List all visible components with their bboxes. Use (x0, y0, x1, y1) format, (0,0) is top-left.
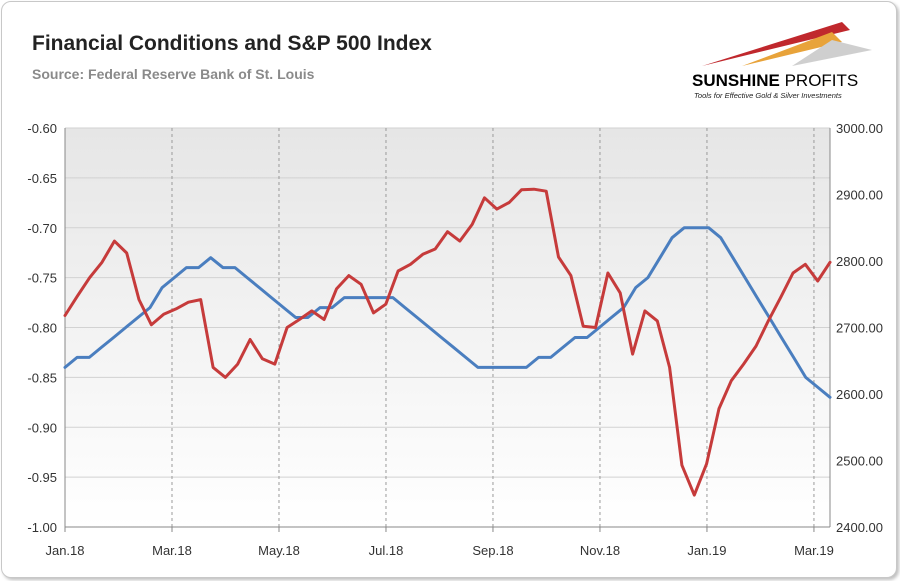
x-axis-tick-label: Nov.18 (580, 543, 620, 558)
left-axis-tick-label: -0.85 (27, 370, 57, 385)
left-axis-tick-label: -0.65 (27, 171, 57, 186)
logo-name-bold: SUNSHINE (692, 71, 780, 90)
chart-title: Financial Conditions and S&P 500 Index (32, 32, 432, 55)
left-axis-tick-label: -0.95 (27, 470, 57, 485)
logo-name-rest: PROFITS (779, 71, 859, 90)
left-axis-tick-label: -1.00 (27, 520, 57, 535)
left-axis-tick-label: -0.75 (27, 271, 57, 286)
x-axis-tick-label: Jan.19 (687, 543, 726, 558)
right-axis-tick-label: 2900.00 (836, 188, 883, 203)
x-axis-tick-label: Mar.18 (152, 543, 192, 558)
left-axis-tick-label: -0.90 (27, 420, 57, 435)
x-axis-tick-label: Jan.18 (45, 543, 84, 558)
series-line-financial-conditions (63, 226, 832, 399)
right-axis-tick-label: 2400.00 (836, 520, 883, 535)
right-axis-tick-label: 3000.00 (836, 121, 883, 136)
right-axis-tick-label: 2600.00 (836, 387, 883, 402)
x-axis-tick-label: Mar.19 (794, 543, 834, 558)
x-axis-tick-label: May.18 (258, 543, 300, 558)
sunburst-icon (702, 22, 872, 66)
x-axis-tick-label: Jul.18 (369, 543, 404, 558)
x-axis-tick-label: Sep.18 (472, 543, 513, 558)
logo-tagline: Tools for Effective Gold & Silver Invest… (694, 91, 842, 100)
chart-subtitle: Source: Federal Reserve Bank of St. Loui… (32, 66, 315, 82)
logo-gold-ray (742, 32, 842, 66)
left-axis-tick-label: -0.60 (27, 121, 57, 136)
left-axis-tick-label: -0.70 (27, 221, 57, 236)
right-axis-tick-label: 2500.00 (836, 454, 883, 469)
right-axis-tick-label: 2700.00 (836, 321, 883, 336)
logo-silver-ray (792, 40, 872, 66)
right-axis-tick-label: 2800.00 (836, 254, 883, 269)
brand-logo: SUNSHINE PROFITS Tools for Effective Gol… (682, 20, 882, 104)
logo-red-ray (702, 22, 850, 66)
series-line-sp500 (63, 187, 832, 497)
logo-name: SUNSHINE PROFITS (692, 71, 858, 91)
left-axis-tick-label: -0.80 (27, 321, 57, 336)
